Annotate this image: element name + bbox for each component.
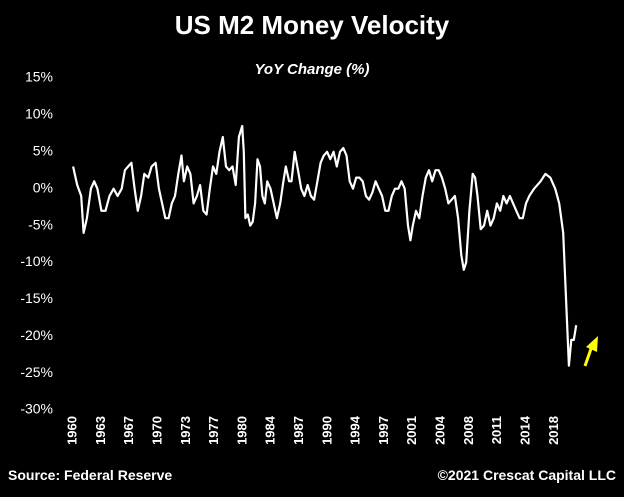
y-tick-label: -5%: [28, 216, 53, 232]
y-tick-label: -20%: [20, 327, 53, 343]
x-tick-label: 2011: [489, 416, 504, 444]
x-tick-label: 1994: [348, 415, 363, 445]
x-tick-label: 1984: [263, 415, 278, 445]
x-tick-label: 1977: [206, 416, 221, 445]
y-tick-label: 10%: [25, 106, 53, 122]
x-tick-label: 1973: [178, 416, 193, 445]
y-tick-label: -10%: [20, 253, 53, 269]
data-line: [72, 124, 578, 367]
source-note: Source: Federal Reserve: [8, 467, 172, 483]
x-tick-label: 1980: [234, 416, 249, 445]
y-tick-label: 0%: [33, 179, 53, 195]
y-tick-label: 15%: [25, 69, 53, 85]
x-tick-label: 1997: [376, 416, 391, 445]
arrow-annotation: [583, 336, 598, 367]
copyright-note: ©2021 Crescat Capital LLC: [438, 467, 616, 483]
x-tick-label: 1960: [65, 416, 80, 445]
x-tick-label: 2004: [433, 415, 448, 445]
x-tick-label: 2018: [546, 416, 561, 445]
x-tick-label: 1990: [319, 416, 334, 445]
y-tick-label: -30%: [20, 401, 53, 417]
y-tick-label: -15%: [20, 290, 53, 306]
x-tick-label: 1967: [121, 416, 136, 445]
x-tick-label: 1963: [93, 416, 108, 445]
x-tick-label: 1970: [149, 416, 164, 445]
x-tick-label: 2014: [517, 415, 532, 445]
chart-title: US M2 Money Velocity: [175, 10, 450, 40]
y-tick-label: 5%: [33, 142, 53, 158]
chart-subtitle: YoY Change (%): [254, 61, 369, 78]
x-tick-label: 2008: [461, 416, 476, 445]
y-tick-label: -25%: [20, 364, 53, 380]
x-tick-label: 2001: [404, 416, 419, 445]
x-tick-label: 1987: [291, 416, 306, 445]
